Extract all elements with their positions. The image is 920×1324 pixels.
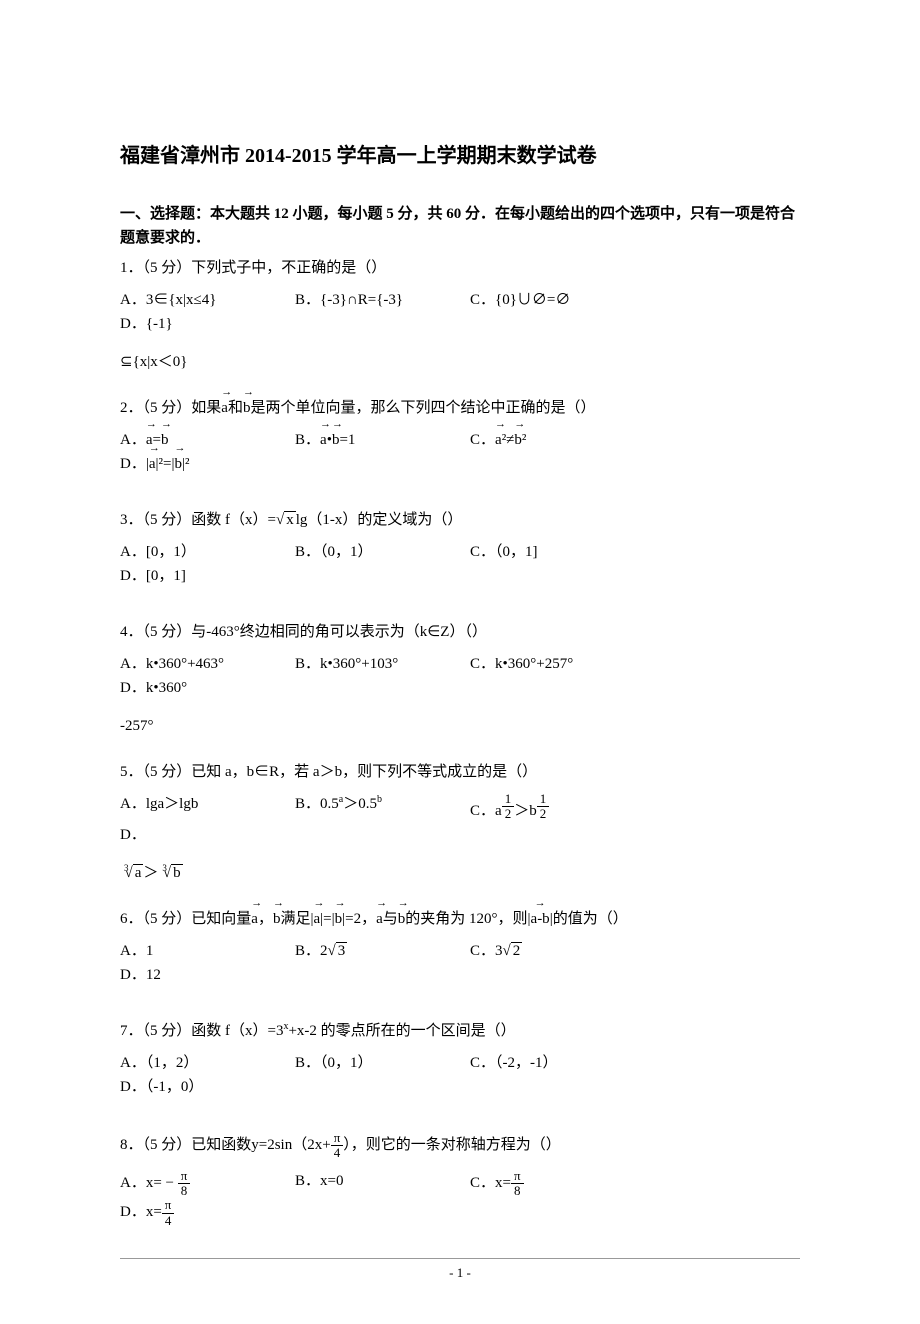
frac-pi4: π4 (331, 1131, 344, 1161)
q2-opt-c: C．a²≠b² (470, 428, 645, 452)
q2-text-b: 和 (228, 400, 243, 416)
q6-text: 6．（5 分）已知向量a，b满足|a|=|b|=2，a与b的夹角为 120°，则… (120, 907, 800, 931)
q6-opt-d: D．12 (120, 963, 295, 987)
q3-opt-a: A．[0，1） (120, 540, 295, 564)
q8-opt-b: B．x=0 (295, 1169, 470, 1199)
q5-opt-a: A．lga＞lgb (120, 792, 295, 823)
section-heading: 一、选择题：本大题共 12 小题，每小题 5 分，共 60 分．在每小题给出的四… (120, 202, 800, 250)
q4-cont: -257° (120, 714, 800, 738)
q1-opt-a: A．3∈{x|x≤4} (120, 288, 295, 312)
q4-opt-c: C．k•360°+257° (470, 652, 645, 676)
q4-opt-a: A．k•360°+463° (120, 652, 295, 676)
q7-text: 7．（5 分）函数 f（x）=3x+x-2 的零点所在的一个区间是（） (120, 1019, 800, 1043)
q4-options: A．k•360°+463° B．k•360°+103° C．k•360°+257… (120, 652, 800, 700)
sqrt-x: x (284, 511, 296, 528)
q3-opt-b: B．（0，1） (295, 540, 470, 564)
vector-a: a (221, 396, 228, 420)
q1-text: 1．（5 分）下列式子中，不正确的是（） (120, 256, 800, 280)
q2-opt-b: B．a•b=1 (295, 428, 470, 452)
q3-text-a: 3．（5 分）函数 f（x）= (120, 512, 276, 528)
q3-text: 3．（5 分）函数 f（x）=√xlg（1-x）的定义域为（） (120, 508, 800, 532)
q5-opt-d: D． (120, 823, 295, 847)
page-title: 福建省漳州市 2014-2015 学年高一上学期期末数学试卷 (120, 140, 800, 172)
question-5: 5．（5 分）已知 a，b∈R，若 a＞b，则下列不等式成立的是（） A．lga… (120, 760, 800, 885)
question-3: 3．（5 分）函数 f（x）=√xlg（1-x）的定义域为（） A．[0，1） … (120, 508, 800, 588)
question-6: 6．（5 分）已知向量a，b满足|a|=|b|=2，a与b的夹角为 120°，则… (120, 907, 800, 987)
question-8: 8．（5 分）已知函数y=2sin（2x+π4），则它的一条对称轴方程为（） A… (120, 1131, 800, 1228)
q3-opt-c: C．（0，1] (470, 540, 645, 564)
q6-options: A．1 B．2√3 C．3√2 D．12 (120, 939, 800, 987)
q7-opt-a: A．（1，2） (120, 1051, 295, 1075)
q5-opt-c: C．a12＞b12 (470, 792, 645, 823)
q1-opt-c: C．{0}∪∅=∅ (470, 288, 645, 312)
q5-opt-b: B．0.5a＞0.5b (295, 792, 470, 823)
q8-opt-c: C．x=π8 (470, 1169, 645, 1199)
question-2: 2．（5 分）如果a和b是两个单位向量，那么下列四个结论中正确的是（） A．a=… (120, 396, 800, 476)
q5-cont: 3√a＞3√b (120, 861, 800, 885)
q2-opt-d: D．|a|²=|b|² (120, 452, 295, 476)
q2-opt-a: A．a=b (120, 428, 295, 452)
q6-opt-b: B．2√3 (295, 939, 470, 963)
q7-options: A．（1，2） B．（0，1） C．（-2，-1） D．（-1，0） (120, 1051, 800, 1099)
q8-opt-d: D．x=π4 (120, 1198, 295, 1228)
q3-options: A．[0，1） B．（0，1） C．（0，1] D．[0，1] (120, 540, 800, 588)
q4-opt-b: B．k•360°+103° (295, 652, 470, 676)
q5-options: A．lga＞lgb B．0.5a＞0.5b C．a12＞b12 D． (120, 792, 800, 847)
q1-cont: ⊆{x|x＜0} (120, 350, 800, 374)
q2-text-a: 2．（5 分）如果 (120, 400, 221, 416)
question-7: 7．（5 分）函数 f（x）=3x+x-2 的零点所在的一个区间是（） A．（1… (120, 1019, 800, 1099)
q3-opt-d: D．[0，1] (120, 564, 295, 588)
question-1: 1．（5 分）下列式子中，不正确的是（） A．3∈{x|x≤4} B．{-3}∩… (120, 256, 800, 374)
q2-text: 2．（5 分）如果a和b是两个单位向量，那么下列四个结论中正确的是（） (120, 396, 800, 420)
question-4: 4．（5 分）与-463°终边相同的角可以表示为（k∈Z）（） A．k•360°… (120, 620, 800, 738)
q7-opt-c: C．（-2，-1） (470, 1051, 645, 1075)
q1-opt-b: B．{-3}∩R={-3} (295, 288, 470, 312)
q7-opt-b: B．（0，1） (295, 1051, 470, 1075)
q1-options: A．3∈{x|x≤4} B．{-3}∩R={-3} C．{0}∪∅=∅ D．{-… (120, 288, 800, 336)
q8-options: A．x= − π8 B．x=0 C．x=π8 D．x=π4 (120, 1169, 800, 1228)
vector-b: b (243, 396, 251, 420)
q6-opt-a: A．1 (120, 939, 295, 963)
q5-text: 5．（5 分）已知 a，b∈R，若 a＞b，则下列不等式成立的是（） (120, 760, 800, 784)
q6-opt-c: C．3√2 (470, 939, 645, 963)
page-number: - 1 - (120, 1258, 800, 1284)
q4-text: 4．（5 分）与-463°终边相同的角可以表示为（k∈Z）（） (120, 620, 800, 644)
q8-opt-a: A．x= − π8 (120, 1169, 295, 1199)
q3-text-b: lg（1-x）的定义域为（） (296, 512, 463, 528)
q8-text: 8．（5 分）已知函数y=2sin（2x+π4），则它的一条对称轴方程为（） (120, 1131, 800, 1161)
q2-options: A．a=b B．a•b=1 C．a²≠b² D．|a|²=|b|² (120, 428, 800, 476)
q1-opt-d: D．{-1} (120, 312, 295, 336)
q7-opt-d: D．（-1，0） (120, 1075, 295, 1099)
q2-text-c: 是两个单位向量，那么下列四个结论中正确的是（） (250, 400, 595, 416)
q4-opt-d: D．k•360° (120, 676, 295, 700)
